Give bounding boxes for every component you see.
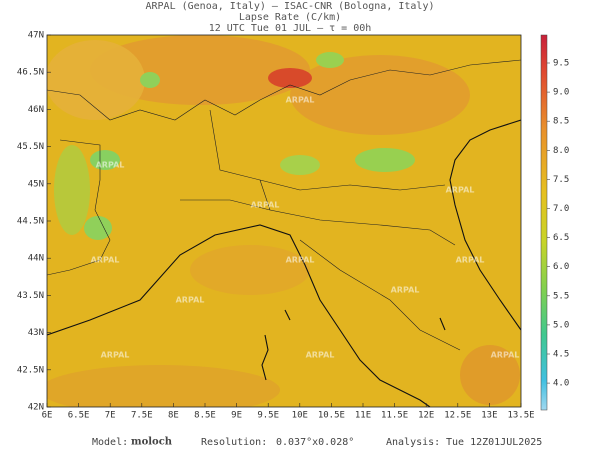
y-tick-label: 43.5N xyxy=(17,291,44,301)
field-patch xyxy=(140,72,160,88)
y-tick-label: 44N xyxy=(28,254,44,264)
colorbar-label: 8.0 xyxy=(553,146,569,156)
field-patch xyxy=(268,68,312,88)
colorbar-label: 6.5 xyxy=(553,233,569,243)
x-tick-label: 7.5E xyxy=(131,411,153,421)
watermark: ARPAL xyxy=(176,296,205,305)
colorbar-label: 9.0 xyxy=(553,88,569,98)
field-patch xyxy=(290,55,470,135)
colorbar-label: 7.0 xyxy=(553,204,569,214)
watermark: ARPAL xyxy=(101,351,130,360)
field-patch xyxy=(47,365,280,407)
x-tick-label: 12.5E xyxy=(444,411,471,421)
field-patch xyxy=(84,216,112,240)
x-tick-label: 11.5E xyxy=(381,411,408,421)
watermark: ARPAL xyxy=(91,256,120,265)
watermark: ARPAL xyxy=(286,96,315,105)
colorbar-label: 6.0 xyxy=(553,262,569,272)
footer-value: moloch xyxy=(131,437,173,448)
x-tick-label: 13E xyxy=(481,411,497,421)
x-tick-label: 10.5E xyxy=(318,411,345,421)
colorbar-label: 8.5 xyxy=(553,117,569,127)
field-patch xyxy=(355,148,415,172)
watermark: ARPAL xyxy=(491,351,520,360)
y-tick-label: 47N xyxy=(28,31,44,41)
colorbar-label: 4.0 xyxy=(553,379,569,389)
x-tick-label: 11E xyxy=(355,411,371,421)
colorbar-label: 5.5 xyxy=(553,291,569,301)
header-line: ARPAL (Genoa, Italy) – ISAC-CNR (Bologna… xyxy=(146,1,435,12)
field-patch xyxy=(90,35,310,105)
y-tick-label: 43N xyxy=(28,328,44,338)
border xyxy=(47,59,521,121)
x-tick-label: 9.5E xyxy=(257,411,279,421)
y-tick-label: 46N xyxy=(28,105,44,115)
y-tick-label: 42N xyxy=(28,403,44,413)
header-line: 12 UTC Tue 01 JUL – τ = 00h xyxy=(209,23,372,34)
border xyxy=(180,109,461,351)
footer-label: Resolution: xyxy=(201,437,267,448)
x-tick-label: 8.5E xyxy=(194,411,216,421)
watermark: ARPAL xyxy=(456,256,485,265)
footer-label: Model: xyxy=(92,437,128,448)
field-patch xyxy=(54,145,90,235)
watermark: ARPAL xyxy=(286,256,315,265)
y-tick-label: 46.5N xyxy=(17,68,44,78)
footer-value: Tue 12Z01JUL2025 xyxy=(446,437,542,448)
coastline xyxy=(47,224,431,407)
colorbar-label: 4.5 xyxy=(553,350,569,360)
field-patch xyxy=(90,150,120,170)
field-patch xyxy=(460,345,520,405)
coastline xyxy=(449,119,521,331)
field xyxy=(47,35,521,407)
x-tick-label: 13.5E xyxy=(507,411,534,421)
watermark: ARPAL xyxy=(446,186,475,195)
watermark: ARPAL xyxy=(251,201,280,210)
colorbar-label: 7.5 xyxy=(553,175,569,185)
x-tick-label: 6E xyxy=(42,411,53,421)
x-tick-label: 10E xyxy=(292,411,308,421)
watermark: ARPAL xyxy=(306,351,335,360)
field-patch xyxy=(280,155,320,175)
y-tick-label: 45N xyxy=(28,179,44,189)
x-tick-label: 8E xyxy=(168,411,179,421)
field-patch xyxy=(190,245,310,295)
footer-value: 0.037°x0.028° xyxy=(276,437,354,448)
y-tick-label: 44.5N xyxy=(17,217,44,227)
colorbar xyxy=(540,34,548,411)
colorbar-label: 5.0 xyxy=(553,320,569,330)
x-tick-label: 9E xyxy=(231,411,242,421)
x-tick-label: 12E xyxy=(418,411,434,421)
field-patch xyxy=(316,52,344,68)
island xyxy=(261,309,446,381)
footer-label: Analysis: xyxy=(386,437,440,448)
colorbar-label: 9.5 xyxy=(553,59,569,69)
border xyxy=(47,139,111,276)
y-tick-label: 45.5N xyxy=(17,142,44,152)
header-line: Lapse Rate (C/km) xyxy=(239,12,341,23)
x-tick-label: 6.5E xyxy=(68,411,90,421)
y-tick-label: 42.5N xyxy=(17,365,44,375)
field-patch xyxy=(47,40,145,120)
watermark: ARPAL xyxy=(391,286,420,295)
x-tick-label: 7E xyxy=(105,411,116,421)
watermark: ARPAL xyxy=(96,161,125,170)
